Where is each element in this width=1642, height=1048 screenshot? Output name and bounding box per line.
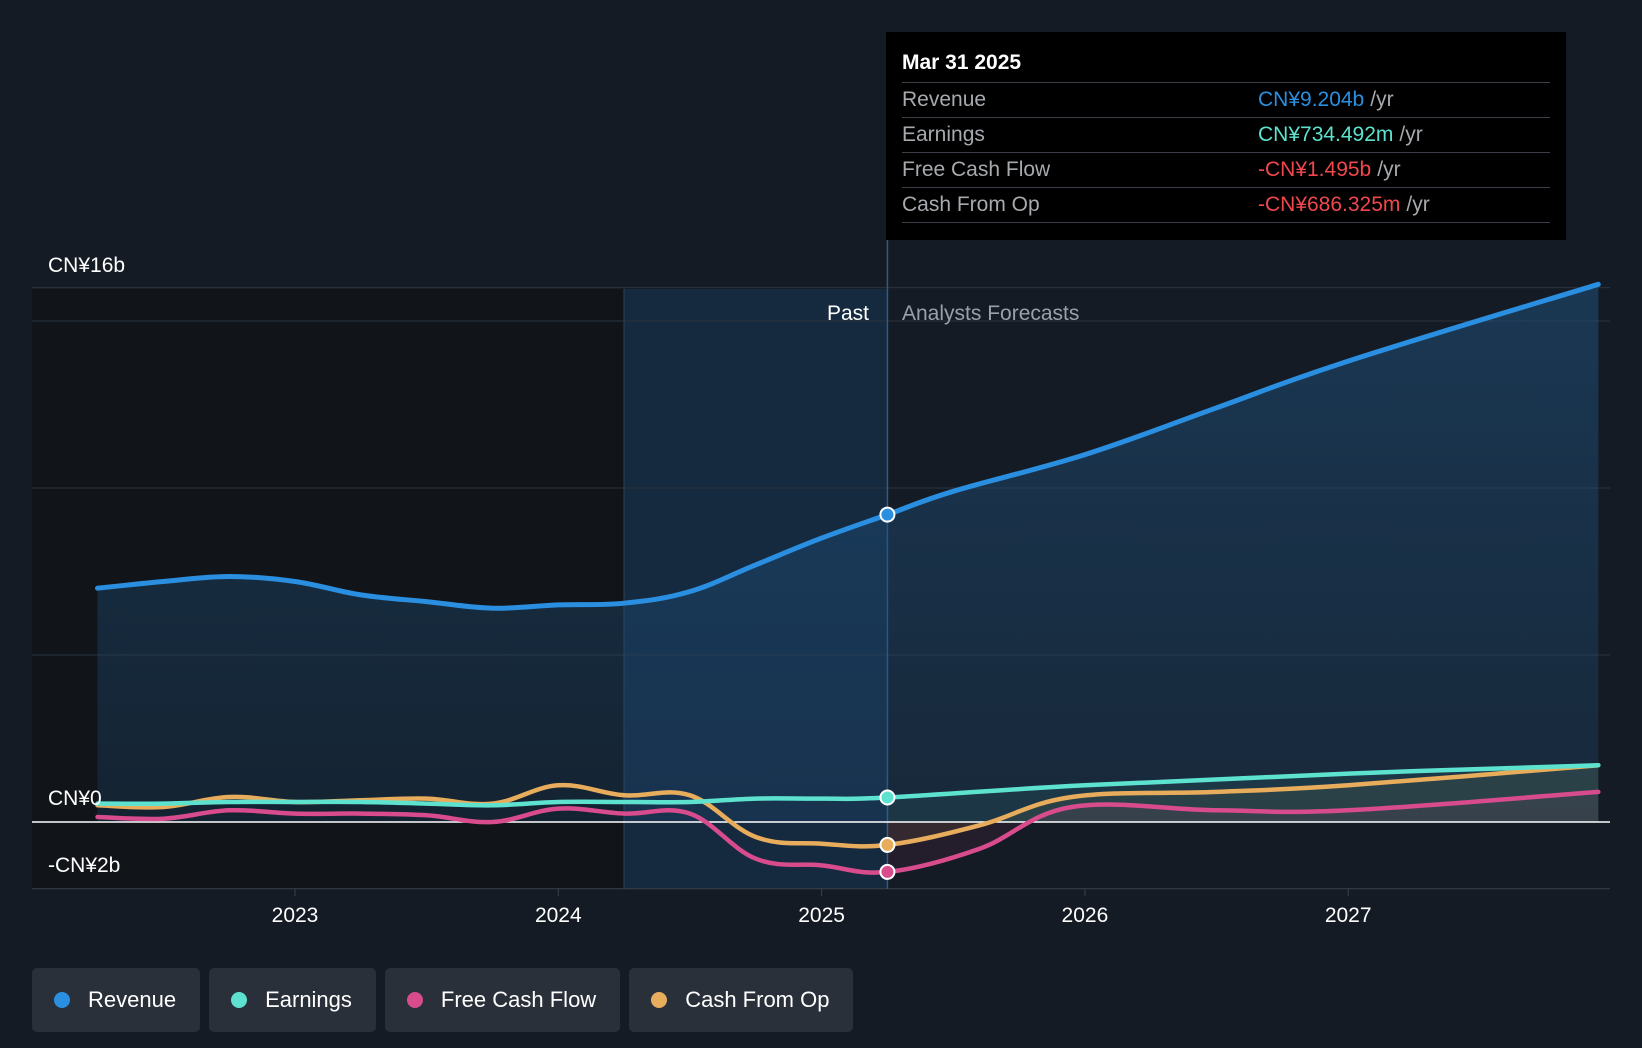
data-point-cash-from-op — [879, 836, 896, 853]
series-line-free-cash-flow — [95, 789, 1601, 875]
legend: Revenue Earnings Free Cash Flow Cash Fro… — [32, 968, 854, 1032]
legend-label: Earnings — [265, 987, 352, 1012]
x-tick-label: 2024 — [535, 904, 582, 927]
y-axis-label-zero: CN¥0 — [48, 787, 102, 810]
past-label: Past — [827, 302, 869, 325]
y-axis-label-bottom: -CN¥2b — [48, 854, 120, 877]
x-tick-label: 2025 — [798, 904, 845, 927]
free-cash-flow-value: -CN¥1.495b — [1258, 158, 1372, 181]
tooltip-date: Mar 31 2025 — [902, 46, 1550, 83]
legend-dot-icon — [406, 992, 423, 1008]
legend-label: Cash From Op — [685, 987, 830, 1012]
series-line-revenue — [95, 281, 1601, 611]
revenue-value: CN¥9.204b — [1258, 88, 1365, 111]
tooltip-label: Revenue — [902, 88, 987, 111]
series-line-earnings — [95, 762, 1601, 808]
x-tick-label: 2026 — [1062, 904, 1109, 927]
tooltip-value: CN¥734.492m/yr — [1258, 118, 1423, 152]
tooltip-row-free-cash-flow: Free Cash Flow -CN¥1.495b/yr — [902, 153, 1550, 188]
tooltip-value: -CN¥686.325m/yr — [1258, 188, 1430, 222]
legend-dot-icon — [231, 992, 248, 1008]
legend-dot-icon — [54, 992, 70, 1008]
tooltip-value: CN¥9.204b/yr — [1258, 83, 1394, 117]
legend-item-free-cash-flow[interactable]: Free Cash Flow — [384, 968, 621, 1032]
tooltip-row-earnings: Earnings CN¥734.492m/yr — [902, 118, 1550, 153]
data-point-revenue — [879, 506, 896, 523]
legend-item-earnings[interactable]: Earnings — [209, 968, 376, 1032]
unit: /yr — [1399, 123, 1423, 146]
x-axis-ticks: 2023 2024 2025 2026 2027 — [272, 889, 1372, 927]
label-layer: CN¥16b CN¥0 -CN¥2b Past Analysts Forecas… — [48, 254, 1079, 877]
unit: /yr — [1377, 158, 1401, 181]
earnings-value: CN¥734.492m — [1258, 123, 1394, 146]
unit: /yr — [1406, 193, 1430, 216]
tooltip-value: -CN¥1.495b/yr — [1258, 153, 1401, 187]
tooltip-label: Free Cash Flow — [902, 158, 1051, 181]
x-tick-label: 2027 — [1325, 904, 1372, 927]
revenue-area — [97, 284, 1599, 822]
series-layer — [32, 281, 1610, 875]
free-cash-flow-area — [887, 791, 1599, 872]
x-tick-label: 2023 — [272, 904, 319, 927]
tooltip-label: Earnings — [902, 123, 985, 146]
data-point-earnings — [879, 789, 896, 806]
tooltip-label: Cash From Op — [902, 193, 1040, 216]
tooltip-row-revenue: Revenue CN¥9.204b/yr — [902, 83, 1550, 118]
data-point-free-cash-flow — [879, 863, 896, 880]
forecast-label: Analysts Forecasts — [902, 302, 1079, 325]
tooltip-row-cash-from-op: Cash From Op -CN¥686.325m/yr — [902, 188, 1550, 223]
unit: /yr — [1370, 88, 1394, 111]
legend-item-revenue[interactable]: Revenue — [32, 968, 201, 1032]
y-axis-label-top: CN¥16b — [48, 254, 125, 277]
legend-item-cash-from-op[interactable]: Cash From Op — [629, 968, 854, 1032]
cash-from-op-area — [887, 765, 1599, 845]
cash-from-op-value: -CN¥686.325m — [1258, 193, 1401, 216]
marker-layer — [879, 506, 896, 880]
tooltip: Mar 31 2025 Revenue CN¥9.204b/yr Earning… — [886, 32, 1566, 240]
legend-label: Free Cash Flow — [440, 987, 597, 1012]
legend-label: Revenue — [88, 987, 177, 1012]
legend-dot-icon — [651, 992, 668, 1008]
